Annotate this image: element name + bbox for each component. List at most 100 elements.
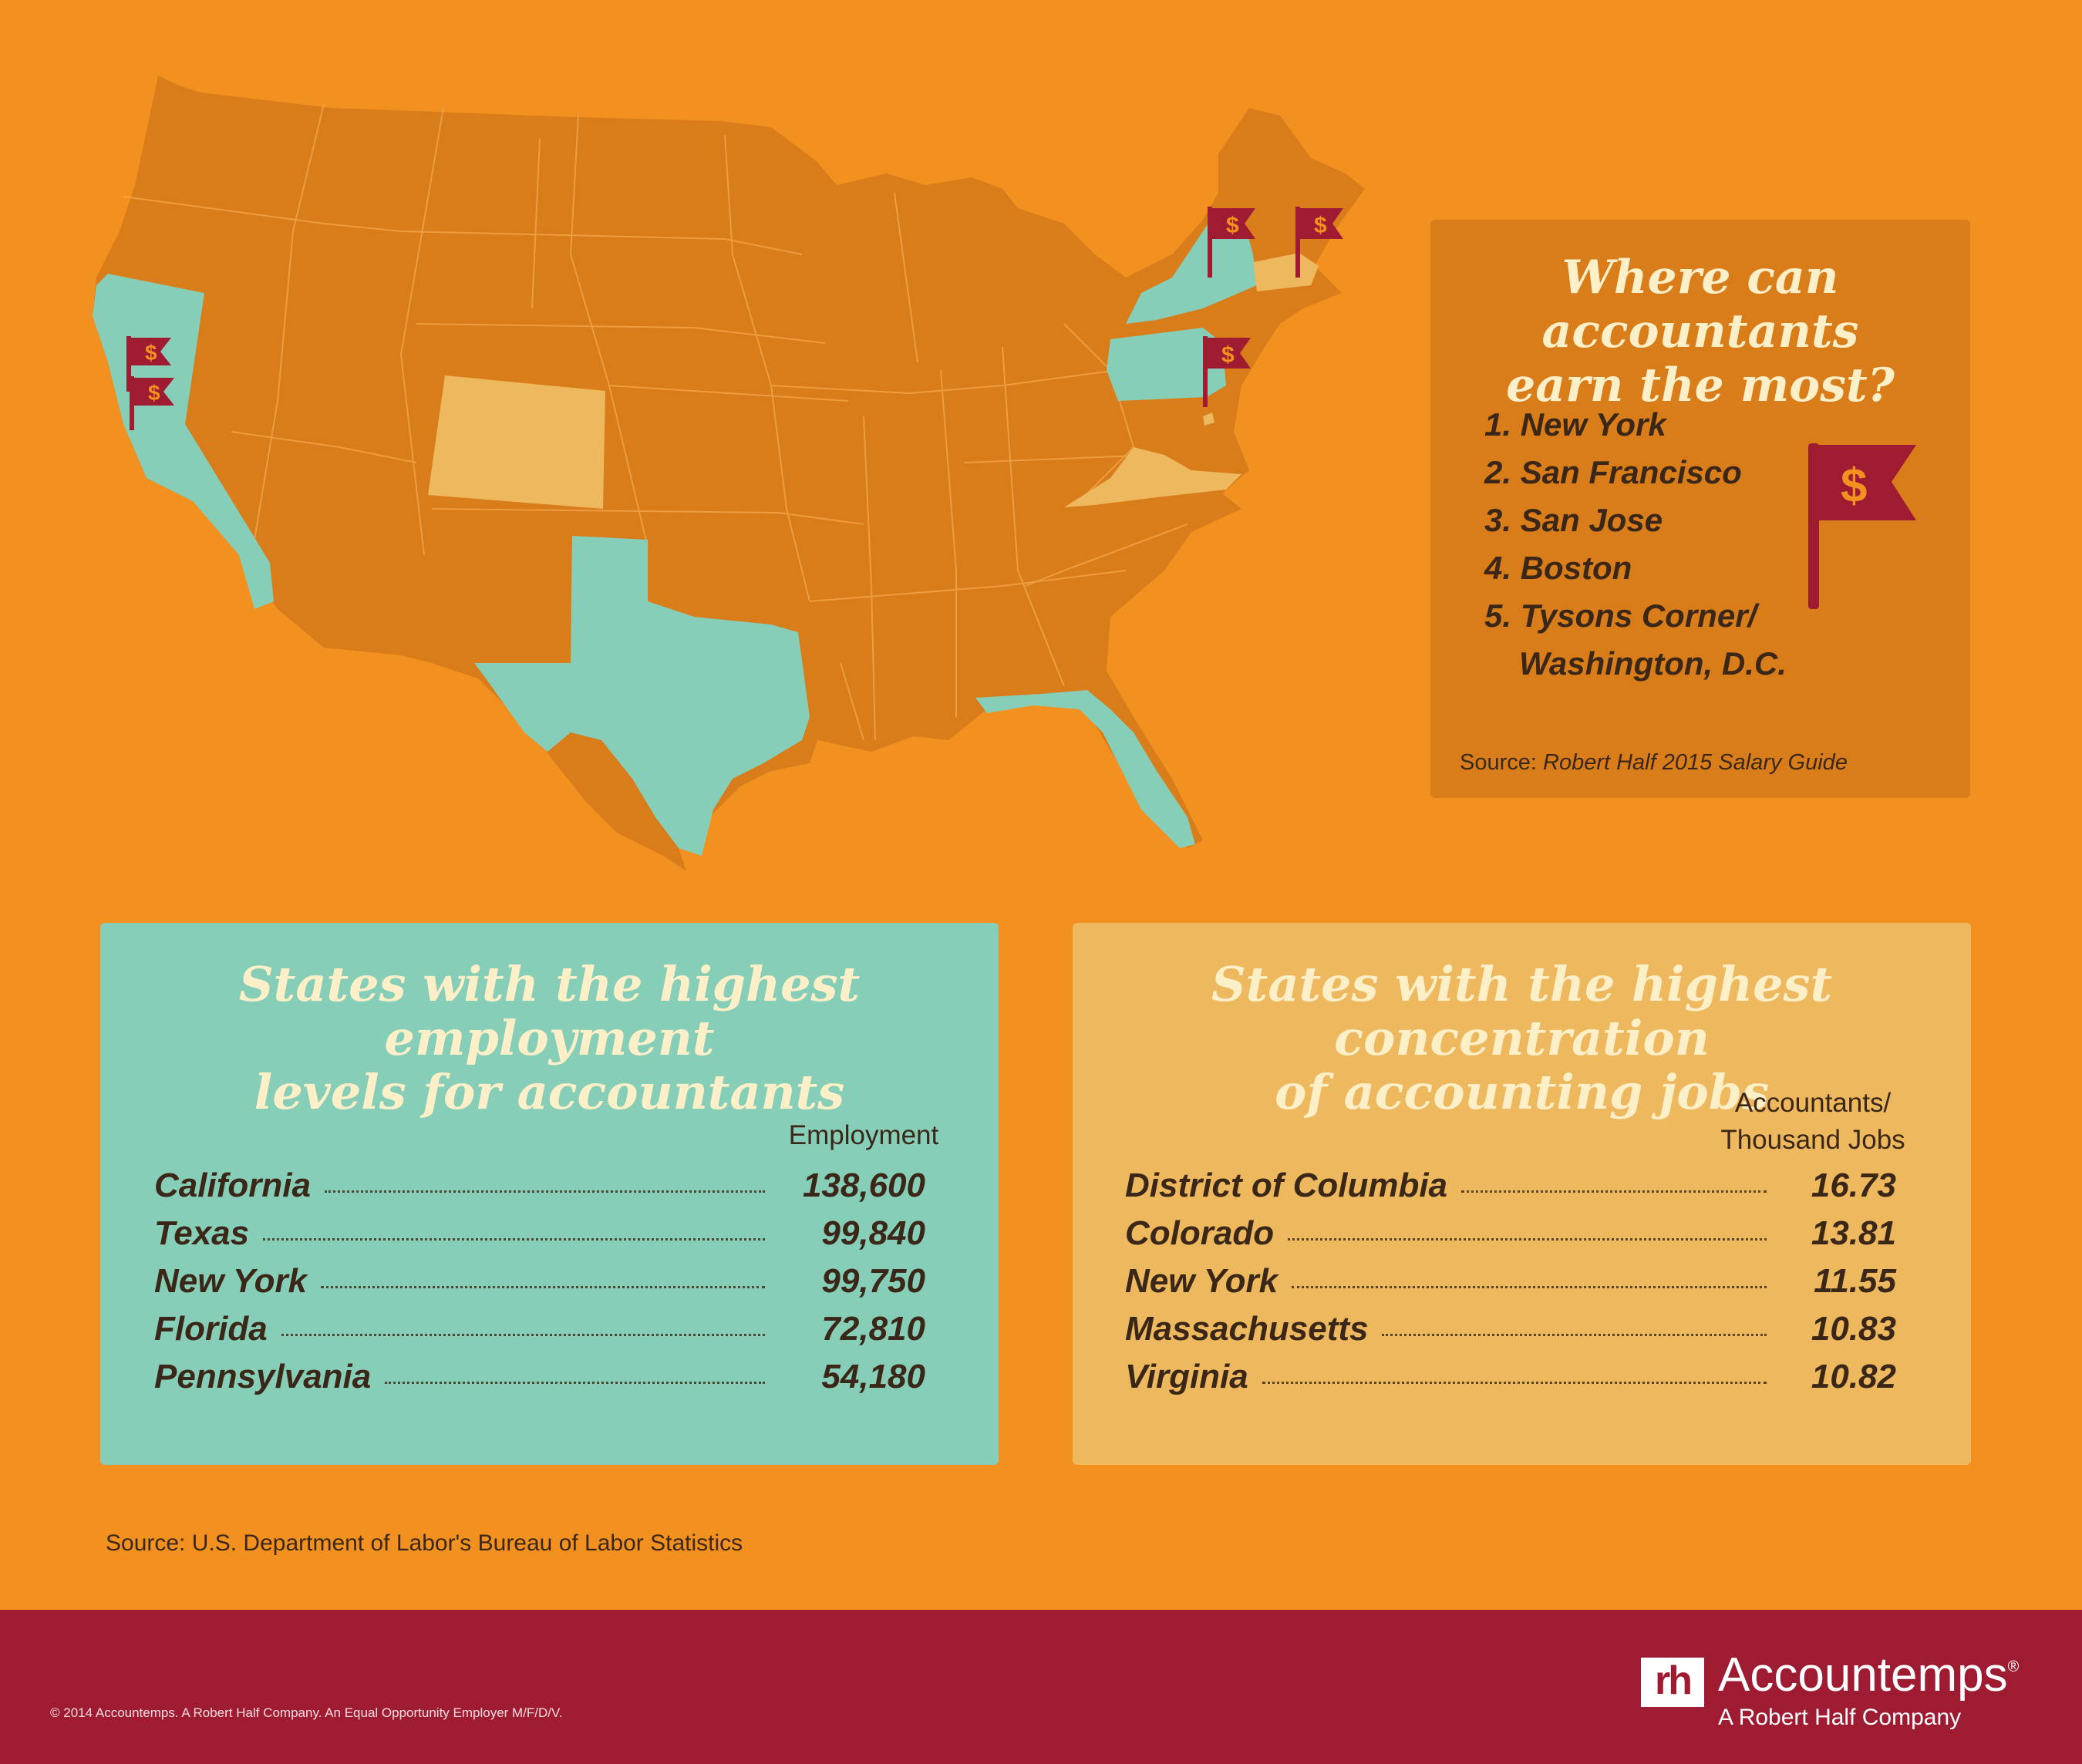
leader-dots: [263, 1237, 765, 1241]
rh-logo-mark: rh: [1641, 1658, 1704, 1707]
flag-cloth: [1208, 338, 1251, 369]
employment-panel: States with the highest employment level…: [100, 923, 999, 1465]
employment-rows: California 138,600 Texas 99,840 New York 99…: [154, 1162, 925, 1401]
state-virginia: [1064, 447, 1241, 507]
leader-dots: [385, 1381, 765, 1384]
state-florida: [975, 690, 1195, 848]
table-row: California 138,600: [154, 1162, 925, 1210]
dollar-flag-icon: $: [1808, 443, 1916, 609]
concentration-title-line2: of accounting jobs: [1274, 1064, 1770, 1120]
flag-pole: [1295, 207, 1300, 278]
row-state: Colorado: [1125, 1214, 1275, 1252]
flag-pole: [1203, 336, 1208, 407]
flag-dollar-text: $: [148, 381, 160, 405]
row-state: Massachusetts: [1125, 1310, 1369, 1348]
row-value: 10.83: [1811, 1310, 1896, 1348]
big-flag-dollar-text: $: [1841, 460, 1867, 513]
us-mainland: [93, 76, 1365, 871]
earn-item-1: 1. New York: [1484, 406, 1666, 443]
leader-dots: [281, 1333, 765, 1336]
flag-san-jose: $: [130, 376, 174, 430]
flag-pole: [1208, 207, 1212, 278]
earn-source: Source: Robert Half 2015 Salary Guide: [1460, 750, 1848, 776]
table-row: Texas 99,840: [154, 1210, 925, 1257]
earn-item-5: 5. Tysons Corner/ Washington, D.C.: [1484, 592, 1787, 688]
leader-dots: [1382, 1333, 1767, 1336]
flag-cloth: [1212, 208, 1255, 239]
logo-tagline: A Robert Half Company: [1718, 1705, 1962, 1730]
earn-most-panel: Where can accountants earn the most? 1. …: [1430, 220, 1970, 798]
earn-most-title: Where can accountants earn the most?: [1430, 251, 1970, 412]
accountemps-logo: rh Accountemps® A Robert Half Company: [1641, 1648, 2042, 1731]
employment-column-header: Employment: [788, 1120, 939, 1150]
state-colorado: [428, 375, 605, 509]
earn-item-3: 3. San Jose: [1484, 502, 1663, 538]
flag-boston: $: [1295, 207, 1343, 278]
row-value: 72,810: [821, 1310, 925, 1348]
row-value: 99,750: [821, 1262, 925, 1300]
footer: © 2014 Accountemps. A Robert Half Compan…: [0, 1610, 2082, 1764]
row-value: 11.55: [1814, 1262, 1896, 1300]
row-state: New York: [154, 1262, 308, 1300]
state-pennsylvania: [1107, 328, 1226, 401]
row-state: Virginia: [1125, 1358, 1248, 1395]
concentration-rows: District of Columbia 16.73 Colorado 13.81 …: [1125, 1162, 1896, 1401]
earn-item-5-line2: Washington, D.C.: [1519, 645, 1787, 682]
concentration-header-line2: Thousand Jobs: [1720, 1125, 1905, 1155]
us-map: $ $ $ $ $: [93, 76, 1365, 871]
row-state: District of Columbia: [1125, 1166, 1448, 1204]
concentration-header-line1: Accountants/: [1734, 1088, 1892, 1118]
row-value: 13.81: [1811, 1214, 1896, 1252]
leader-dots: [321, 1285, 765, 1288]
row-state: Texas: [154, 1214, 250, 1252]
table-row: Florida 72,810: [154, 1305, 925, 1353]
state-borders: [123, 103, 1188, 741]
logo-brand-text: Accountemps: [1718, 1648, 2008, 1702]
leader-dots: [1288, 1237, 1767, 1241]
employment-title-line1: States with the highest employment: [238, 956, 861, 1066]
flag-dollar-text: $: [145, 341, 157, 365]
concentration-states: [428, 253, 1319, 509]
table-row: New York 11.55: [1125, 1257, 1896, 1305]
map-flags: $ $ $ $ $: [126, 207, 1343, 430]
flag-dollar-text: $: [1314, 213, 1327, 238]
flag-cloth: [1300, 208, 1343, 239]
flag-cloth: [134, 378, 174, 406]
row-value: 54,180: [821, 1358, 925, 1395]
earn-source-prefix: Source:: [1460, 750, 1543, 775]
table-row: District of Columbia 16.73: [1125, 1162, 1896, 1210]
row-state: New York: [1125, 1262, 1279, 1300]
row-state: Florida: [154, 1310, 268, 1348]
concentration-title-line1: States with the highest concentration: [1211, 956, 1833, 1066]
flag-san-francisco: $: [126, 336, 171, 392]
earn-title-line2: earn the most?: [1506, 359, 1895, 412]
flag-dollar-text: $: [1221, 342, 1235, 368]
leader-dots: [1292, 1285, 1767, 1288]
flag-cloth: [131, 338, 171, 365]
leader-dots: [1262, 1381, 1767, 1384]
registered-mark: ®: [2007, 1658, 2020, 1675]
employment-title-line2: levels for accountants: [254, 1064, 845, 1120]
flag-dollar-text: $: [1226, 213, 1239, 238]
bls-source: Source: U.S. Department of Labor's Burea…: [106, 1530, 743, 1556]
table-row: Colorado 13.81: [1125, 1210, 1896, 1257]
flag-pole: [130, 376, 134, 430]
earn-item-5-line1: 5. Tysons Corner/: [1484, 598, 1757, 634]
logo-brand: Accountemps®: [1718, 1648, 2019, 1702]
flag-pole: [126, 336, 131, 392]
flag-washington-dc: $: [1203, 336, 1251, 407]
earn-item-2: 2. San Francisco: [1484, 454, 1742, 490]
concentration-panel: States with the highest concentration of…: [1073, 923, 1971, 1465]
row-value: 99,840: [821, 1214, 925, 1252]
row-state: California: [154, 1166, 311, 1204]
state-dc: [1203, 412, 1214, 426]
concentration-title: States with the highest concentration of…: [1073, 958, 1971, 1119]
earn-source-title: Robert Half 2015 Salary Guide: [1543, 750, 1848, 775]
row-state: Pennsylvania: [154, 1358, 372, 1395]
concentration-column-header: Accountants/ Thousand Jobs: [1697, 1085, 1929, 1159]
table-row: Virginia 10.82: [1125, 1353, 1896, 1401]
leader-dots: [1461, 1190, 1767, 1193]
state-new-york: [1126, 212, 1257, 324]
table-row: Pennsylvania 54,180: [154, 1353, 925, 1401]
